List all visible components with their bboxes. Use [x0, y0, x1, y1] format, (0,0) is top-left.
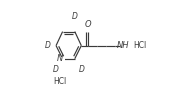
Text: O: O: [85, 20, 91, 29]
Bar: [60, 57, 65, 61]
Text: HCl: HCl: [133, 41, 146, 50]
Text: HCl: HCl: [53, 77, 66, 86]
Text: NH: NH: [117, 41, 130, 50]
Text: D: D: [53, 65, 59, 74]
Text: D: D: [72, 12, 78, 21]
Text: D: D: [78, 65, 84, 74]
Bar: [120, 43, 127, 48]
Text: N: N: [56, 54, 63, 63]
Bar: [85, 27, 91, 31]
Text: D: D: [45, 41, 50, 50]
